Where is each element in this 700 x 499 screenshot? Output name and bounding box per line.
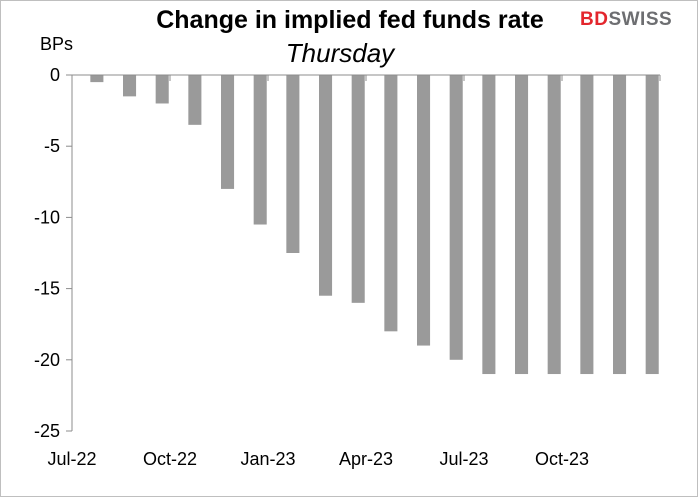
bdswiss-logo: BDSWISS — [580, 9, 672, 31]
bar — [221, 75, 235, 189]
bar — [645, 75, 659, 375]
x-tick-label: Jul-23 — [439, 449, 488, 469]
chart-title: Change in implied fed funds rate — [156, 6, 544, 34]
x-tick-label: Oct-23 — [535, 449, 589, 469]
x-tick-label: Apr-23 — [339, 449, 393, 469]
bar — [449, 75, 463, 360]
y-tick-label: -5 — [44, 136, 60, 156]
bar — [384, 75, 398, 332]
bar — [547, 75, 561, 375]
bar — [613, 75, 627, 375]
y-tick-label: 0 — [50, 65, 60, 85]
y-tick-label: -25 — [34, 421, 60, 441]
bar — [515, 75, 529, 375]
logo-bd: BD — [580, 9, 609, 30]
x-tick-label: Jul-22 — [47, 449, 96, 469]
bar — [188, 75, 202, 125]
x-tick-label: Jan-23 — [240, 449, 295, 469]
chart-subtitle: Thursday — [285, 38, 395, 68]
bar — [417, 75, 431, 346]
bar — [155, 75, 169, 104]
bar — [319, 75, 333, 296]
y-axis-label: BPs — [40, 34, 74, 54]
bar — [123, 75, 137, 97]
bar — [580, 75, 594, 375]
bar — [90, 75, 104, 83]
logo-swiss: SWISS — [608, 9, 673, 30]
bar — [253, 75, 267, 225]
y-tick-label: -10 — [34, 207, 60, 227]
x-tick-label: Oct-22 — [143, 449, 197, 469]
bar — [286, 75, 300, 253]
y-tick-label: -15 — [34, 279, 60, 299]
bar — [351, 75, 365, 303]
y-tick-label: -20 — [34, 350, 60, 370]
bar — [482, 75, 496, 375]
